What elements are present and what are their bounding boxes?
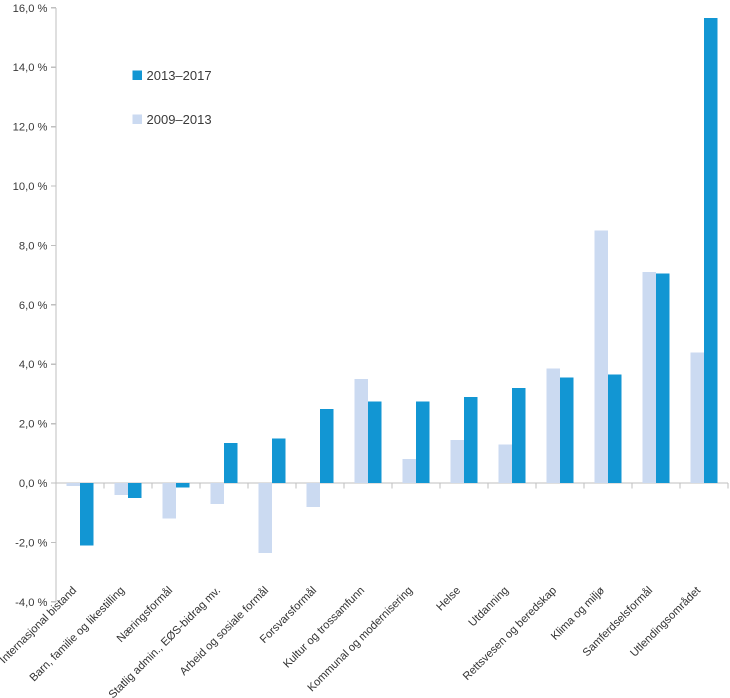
y-axis-tick-label: -4,0 %: [15, 597, 47, 609]
y-axis-tick-label: 10,0 %: [13, 181, 48, 193]
x-axis-category-label: Rettsvesen og beredskap: [461, 585, 559, 683]
x-axis-category-label: Utdanning: [467, 585, 512, 630]
legend-swatch: [132, 114, 142, 124]
bar: [258, 483, 272, 553]
bar: [162, 483, 176, 519]
y-axis-tick-label: 12,0 %: [13, 122, 48, 134]
y-axis-tick-label: 6,0 %: [19, 300, 48, 312]
bar: [512, 387, 526, 483]
y-axis-tick-label: 4,0 %: [19, 359, 48, 371]
y-axis-tick-label: -2,0 %: [15, 537, 47, 549]
y-axis-tick-label: 0,0 %: [19, 478, 48, 490]
legend-label: 2013–2017: [147, 68, 212, 83]
legend-label: 2009–2013: [147, 112, 212, 127]
bar: [642, 272, 656, 483]
x-axis-category-label: Arbeid og sosiale formål: [178, 585, 271, 678]
bar: [464, 396, 478, 483]
bar: [128, 483, 142, 498]
bar: [320, 408, 334, 483]
bar: [210, 483, 224, 504]
bar: [402, 459, 416, 483]
bar: [656, 273, 670, 483]
bar: [114, 483, 128, 495]
x-axis-category-label: Helse: [434, 585, 463, 614]
y-axis-tick-label: 14,0 %: [13, 62, 48, 74]
bar: [704, 18, 718, 483]
bar: [176, 483, 190, 488]
bar: [354, 379, 368, 483]
bar: [608, 374, 622, 483]
bar: [80, 483, 94, 546]
x-axis-category-label: Kommunal og modernisering: [305, 585, 415, 695]
bar: [450, 439, 464, 483]
bar: [690, 352, 704, 483]
bar: [306, 483, 320, 507]
bar: [416, 401, 430, 483]
y-axis-tick-label: 2,0 %: [19, 419, 48, 431]
bar: [594, 230, 608, 483]
bar: [272, 438, 286, 483]
bar: [546, 368, 560, 483]
bar: [224, 442, 238, 483]
bar: [498, 444, 512, 483]
bar: [368, 401, 382, 483]
bar: [66, 483, 80, 486]
y-axis-tick-label: 16,0 %: [13, 3, 48, 15]
bar: [560, 377, 574, 483]
x-axis-category-label: Kultur og trossamfunn: [281, 585, 367, 671]
y-axis-tick-label: 8,0 %: [19, 240, 48, 252]
legend-swatch: [132, 70, 142, 80]
